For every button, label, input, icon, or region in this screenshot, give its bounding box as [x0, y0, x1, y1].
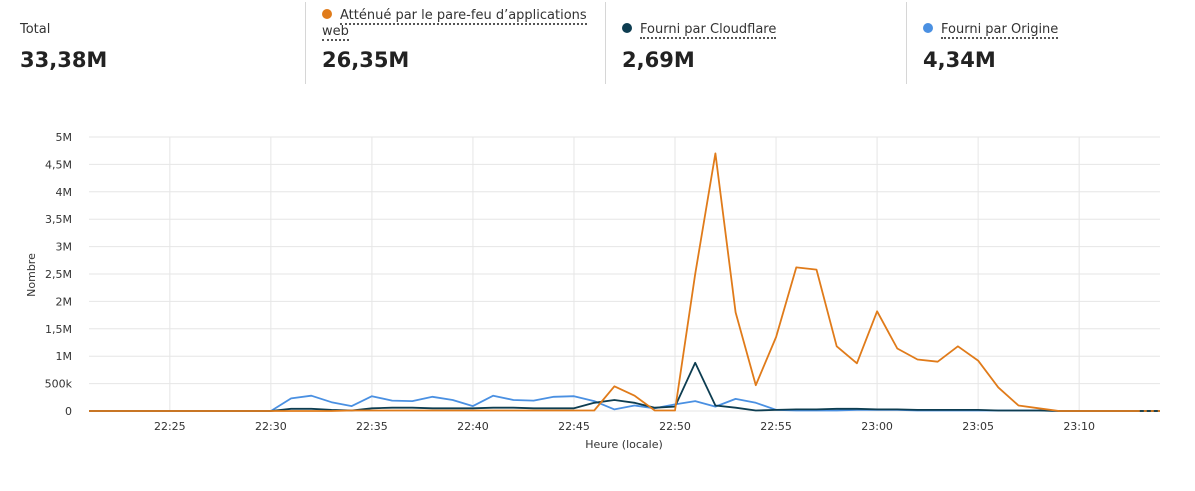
y-tick-label: 5M — [56, 131, 73, 144]
x-tick-label: 23:00 — [861, 420, 893, 433]
chart-series[interactable] — [87, 151, 1163, 414]
y-tick-label: 4M — [56, 186, 73, 199]
waf-legend-dot — [322, 9, 332, 19]
y-tick-label: 2,5M — [45, 268, 72, 281]
stat-waf-value: 26,35M — [322, 48, 410, 72]
x-tick-label: 22:25 — [154, 420, 186, 433]
y-tick-label: 3M — [56, 241, 73, 254]
origin-legend-dot — [923, 23, 933, 33]
stat-cloudflare-value: 2,69M — [622, 48, 695, 72]
x-axis-label: Heure (locale) — [585, 438, 663, 451]
y-tick-label: 4,5M — [45, 158, 72, 171]
y-tick-label: 1,5M — [45, 323, 72, 336]
x-tick-label: 23:10 — [1063, 420, 1095, 433]
stat-origin[interactable]: Fourni par Origine 4,34M — [906, 2, 1195, 84]
stat-origin-value: 4,34M — [923, 48, 996, 72]
y-tick-label: 1M — [56, 350, 73, 363]
y-tick-label: 0 — [65, 405, 72, 418]
stat-origin-label-row[interactable]: Fourni par Origine — [923, 22, 1059, 39]
x-tick-label: 22:35 — [356, 420, 388, 433]
stat-total-label: Total — [20, 22, 51, 37]
x-tick-label: 22:50 — [659, 420, 691, 433]
y-tick-label: 3,5M — [45, 213, 72, 226]
stat-cloudflare-label[interactable]: Fourni par Cloudflare — [640, 22, 777, 39]
y-axis-label: Nombre — [25, 253, 38, 297]
y-tick-label: 2M — [56, 295, 73, 308]
stat-waf-label[interactable]: Atténué par le pare-feu d’applications w… — [322, 8, 587, 41]
x-tick-label: 22:45 — [558, 420, 590, 433]
stat-origin-label[interactable]: Fourni par Origine — [941, 22, 1059, 39]
stat-cloudflare-label-row[interactable]: Fourni par Cloudflare — [622, 22, 777, 39]
stat-waf[interactable]: Atténué par le pare-feu d’applications w… — [305, 2, 605, 84]
stat-cloudflare[interactable]: Fourni par Cloudflare 2,69M — [605, 2, 906, 84]
x-axis-ticks: 22:25 22:30 22:35 22:40 22:45 22:50 22:55 23:00… — [154, 420, 1095, 433]
stat-total-value: 33,38M — [20, 48, 108, 72]
chart-grid — [89, 136, 1160, 412]
stat-waf-label-row[interactable]: Atténué par le pare-feu d’applications w… — [322, 8, 592, 41]
summary-stats: Total 33,38M Atténué par le pare-feu d’a… — [0, 0, 1195, 90]
stat-total: Total 33,38M — [0, 2, 304, 84]
series-line-0[interactable] — [89, 152, 1160, 412]
cloudflare-legend-dot — [622, 23, 632, 33]
y-tick-label: 500k — [45, 378, 73, 391]
y-axis-ticks: 0 500k 1M 1,5M 2M 2,5M 3M 3,5M 4M 4,5M 5M — [45, 131, 73, 418]
x-tick-label: 22:40 — [457, 420, 489, 433]
x-tick-label: 22:55 — [760, 420, 792, 433]
x-tick-label: 23:05 — [962, 420, 994, 433]
x-tick-label: 22:30 — [255, 420, 287, 433]
